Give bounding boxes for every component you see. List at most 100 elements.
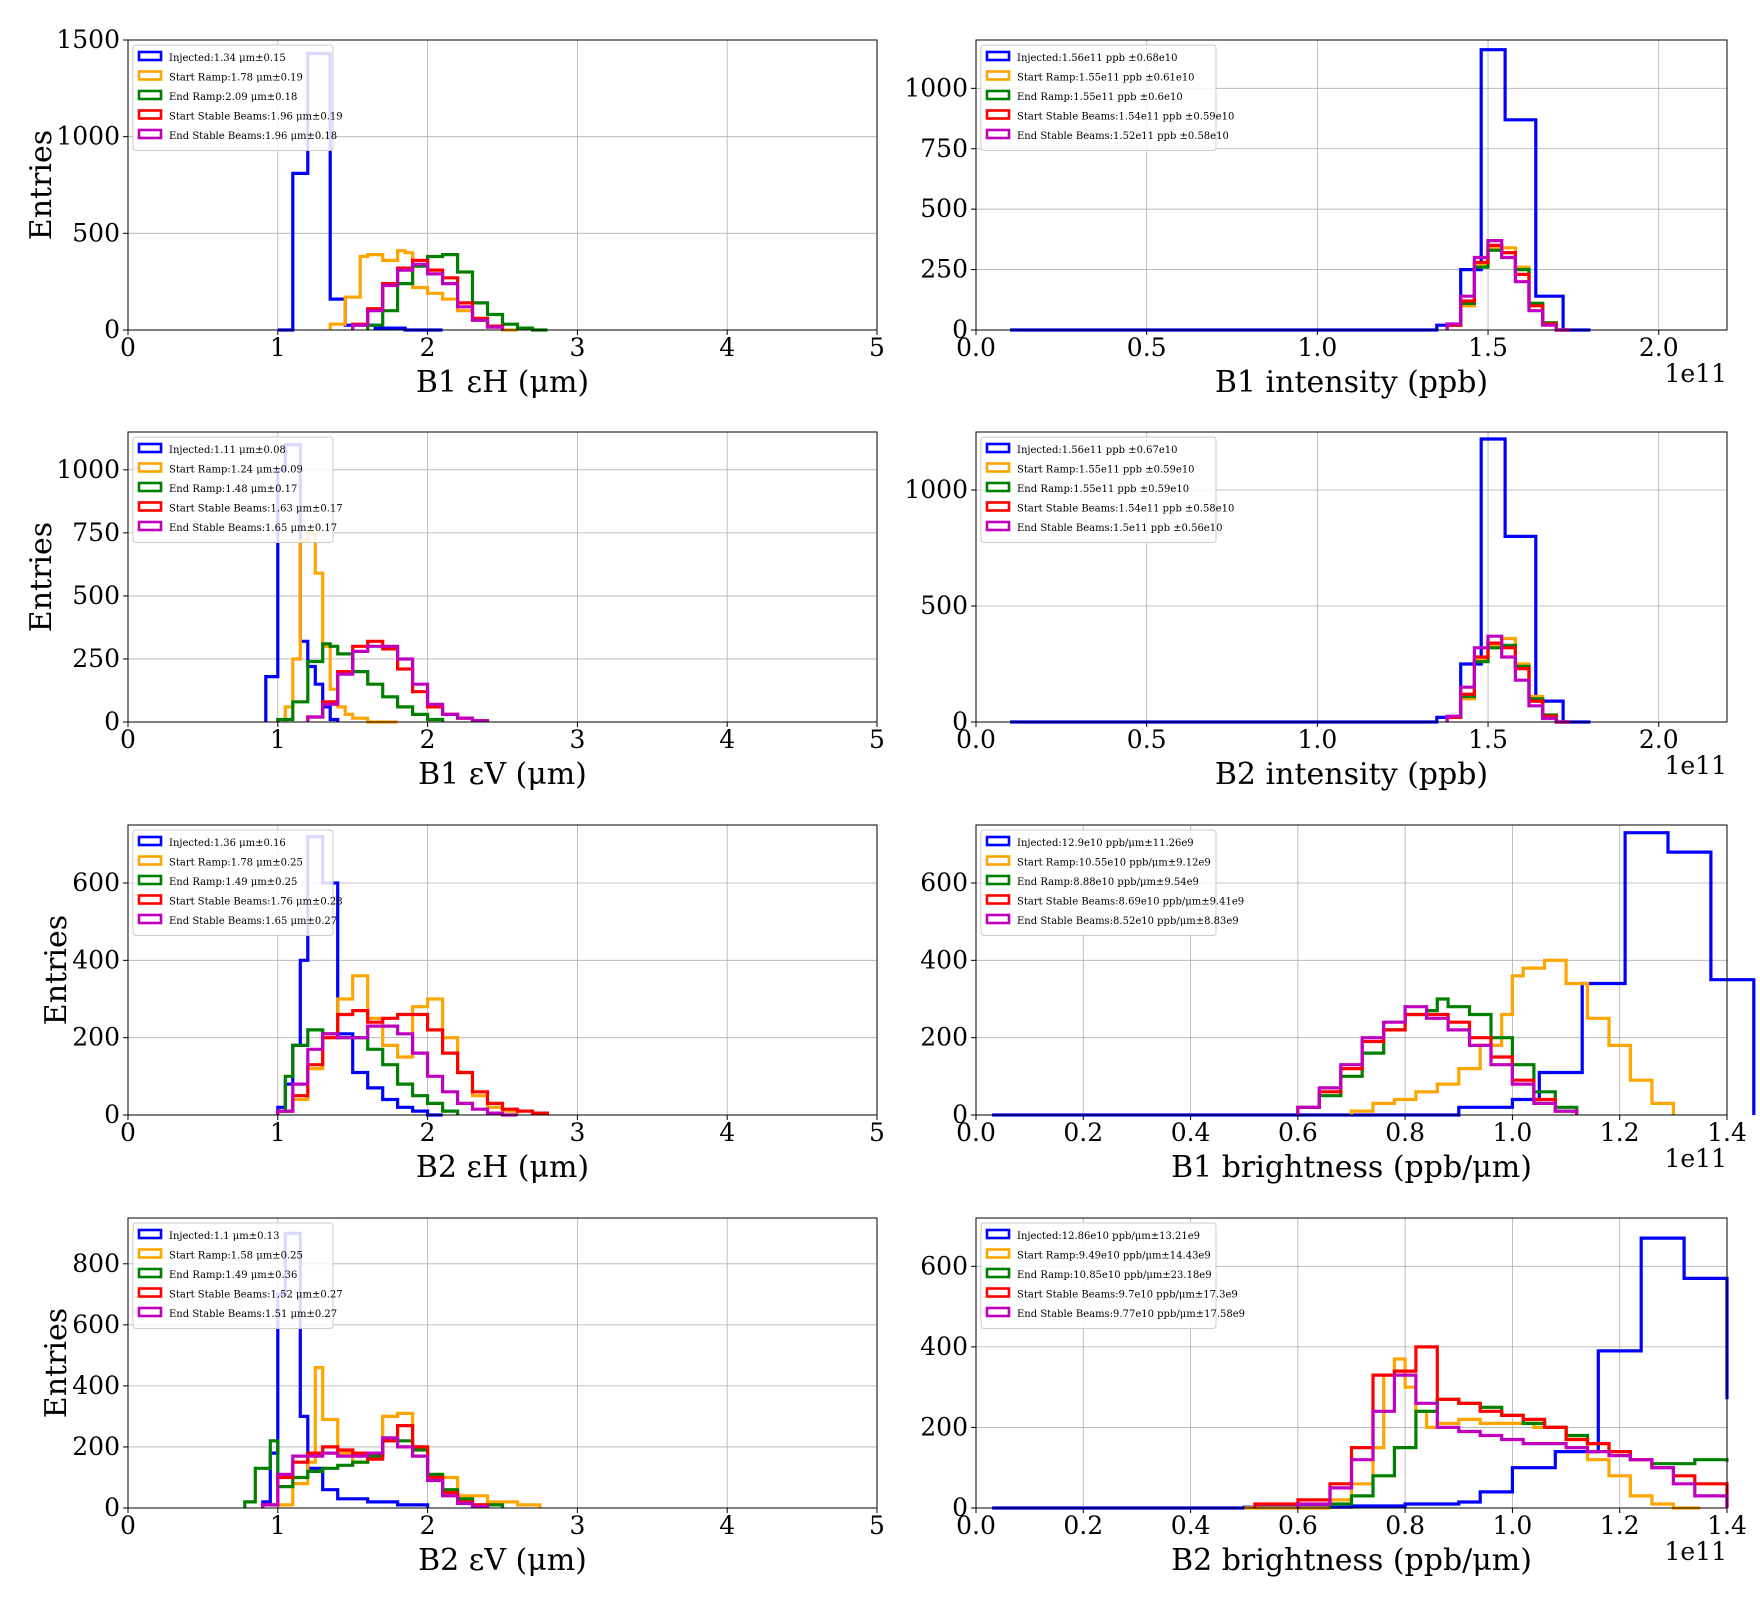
- x-offset-label: 1e11: [1664, 1144, 1727, 1173]
- y-tick-label: 0: [952, 1100, 968, 1129]
- legend-label-3: Start Stable Beams:1.63 μm±0.17: [169, 504, 343, 515]
- axes-frame: [975, 1217, 1728, 1509]
- legend-swatch-3: [985, 109, 1011, 120]
- legend-swatch-3: [137, 1287, 163, 1298]
- legend-swatch-2: [985, 481, 1011, 493]
- legend-label-3: Start Stable Beams:1.76 μm±0.28: [169, 897, 343, 908]
- x-tick-label: 1: [270, 1511, 286, 1540]
- y-tick-label: 1500: [56, 25, 120, 54]
- chart-panel-0: 0 1 2 3 4 5 0 500 1000 1500 B1 εH (μm) Entries Injec…: [24, 25, 885, 400]
- histogram-series-4: [1445, 634, 1570, 724]
- histogram-series-2: [366, 253, 548, 332]
- legend-label-0: Injected:12.86e10 ppb/μm±13.21e9: [1017, 1231, 1200, 1242]
- x-tick-label: 0.0: [956, 1118, 996, 1147]
- legend-swatch-0: [985, 835, 1011, 847]
- histogram-series-2: [1445, 248, 1570, 332]
- y-tick-label: 500: [72, 581, 120, 610]
- x-tick-label: 0: [120, 1511, 136, 1540]
- legend-label-0: Injected:1.56e11 ppb ±0.67e10: [1017, 445, 1177, 456]
- x-tick-label: 2: [420, 333, 436, 362]
- legend-box: [132, 829, 334, 936]
- histogram-series-4: [1445, 239, 1570, 332]
- chart-panel-5: 0.0 0.2 0.4 0.6 0.8 1.0 1.2 1.4 0 200 400 600 B1 bri…: [920, 824, 1756, 1185]
- x-tick-label: 5: [869, 333, 885, 362]
- x-tick-label: 1: [270, 725, 286, 754]
- legend-label-2: End Ramp:1.48 μm±0.17: [169, 484, 297, 495]
- legend-swatch-1: [985, 70, 1011, 81]
- chart-panel-6: 0 1 2 3 4 5 0 200 400 600 800 B2 εV (μm) Entries Inje…: [39, 1217, 885, 1578]
- legend-label-1: Start Ramp:1.58 μm±0.25: [169, 1251, 303, 1262]
- histogram-series-4: [261, 1436, 490, 1509]
- legend-swatch-3: [985, 501, 1011, 512]
- legend-swatch-4: [137, 1306, 163, 1318]
- legend-swatch-4: [985, 128, 1011, 140]
- x-tick-label: 2.0: [1639, 725, 1679, 754]
- legend-swatch-3: [137, 109, 163, 120]
- histogram-series-4: [276, 1024, 518, 1117]
- y-tick-label: 250: [920, 255, 968, 284]
- histogram-series-1: [1445, 246, 1570, 332]
- x-axis-label: B2 brightness (ppb/μm): [1171, 1543, 1532, 1578]
- y-tick-label: 1000: [904, 475, 968, 504]
- legend-swatch-0: [137, 442, 163, 454]
- chart-panel-4: 0 1 2 3 4 5 0 200 400 600 B2 εH (μm) Entries Injecte…: [39, 824, 885, 1185]
- chart-panel-7: 0.0 0.2 0.4 0.6 0.8 1.0 1.2 1.4 0 200 400 600 B2 bri…: [920, 1217, 1747, 1578]
- y-tick-label: 200: [72, 1023, 120, 1052]
- y-tick-label: 1000: [904, 73, 968, 102]
- x-tick-label: 2: [420, 725, 436, 754]
- legend-swatch-4: [985, 913, 1011, 925]
- y-tick-label: 250: [72, 644, 120, 673]
- y-tick-label: 0: [952, 315, 968, 344]
- legend-swatch-0: [985, 442, 1011, 454]
- legend-swatch-4: [137, 128, 163, 140]
- legend-label-0: Injected:1.1 μm±0.13: [169, 1231, 279, 1242]
- y-tick-label: 200: [920, 1412, 968, 1441]
- legend-swatch-1: [985, 1248, 1011, 1259]
- histogram-series-3: [1445, 641, 1570, 724]
- x-tick-label: 0.4: [1171, 1118, 1211, 1147]
- legend-label-1: Start Ramp:1.55e11 ppb ±0.59e10: [1017, 465, 1195, 476]
- legend-swatch-4: [137, 520, 163, 532]
- legend-swatch-2: [985, 89, 1011, 101]
- legend-swatch-0: [137, 835, 163, 847]
- x-tick-label: 1.4: [1707, 1118, 1747, 1147]
- legend-label-2: End Ramp:1.49 μm±0.25: [169, 877, 297, 888]
- legend-label-2: End Ramp:8.88e10 ppb/μm±9.54e9: [1017, 877, 1199, 888]
- y-tick-label: 600: [920, 1251, 968, 1280]
- legend-label-2: End Ramp:10.85e10 ppb/μm±23.18e9: [1017, 1270, 1212, 1281]
- x-axis-label: B1 εH (μm): [416, 365, 589, 400]
- x-tick-label: 1.4: [1707, 1511, 1747, 1540]
- y-tick-label: 0: [952, 1493, 968, 1522]
- histogram-series-1: [1445, 636, 1570, 724]
- legend-swatch-0: [137, 1228, 163, 1240]
- legend-box: [980, 436, 1217, 543]
- axes-frame: [127, 431, 878, 723]
- legend-label-4: End Stable Beams:1.51 μm±0.27: [169, 1309, 337, 1320]
- x-tick-label: 0.6: [1278, 1118, 1318, 1147]
- legend-swatch-1: [137, 70, 163, 81]
- legend-swatch-3: [985, 894, 1011, 905]
- legend-swatch-1: [137, 462, 163, 473]
- legend-swatch-0: [137, 50, 163, 62]
- y-tick-label: 400: [72, 945, 120, 974]
- y-tick-label: 500: [72, 218, 120, 247]
- legend-label-1: Start Ramp:1.78 μm±0.19: [169, 73, 303, 84]
- legend-swatch-1: [137, 855, 163, 866]
- y-tick-label: 600: [72, 1310, 120, 1339]
- x-offset-label: 1e11: [1664, 751, 1727, 780]
- x-tick-label: 0.6: [1278, 1511, 1318, 1540]
- legend-swatch-4: [985, 1306, 1011, 1318]
- legend-label-2: End Ramp:1.55e11 ppb ±0.59e10: [1017, 484, 1189, 495]
- x-tick-label: 0.5: [1127, 725, 1167, 754]
- y-tick-label: 750: [72, 518, 120, 547]
- legend-swatch-2: [985, 1267, 1011, 1279]
- x-tick-label: 0: [120, 1118, 136, 1147]
- x-tick-label: 1.0: [1493, 1118, 1533, 1147]
- legend-box: [980, 829, 1217, 936]
- histogram-series-4: [306, 644, 490, 723]
- y-tick-label: 0: [104, 315, 120, 344]
- legend-box: [132, 44, 334, 151]
- x-tick-label: 3: [569, 1511, 585, 1540]
- legend-swatch-0: [985, 1228, 1011, 1240]
- axes-frame: [975, 824, 1728, 1116]
